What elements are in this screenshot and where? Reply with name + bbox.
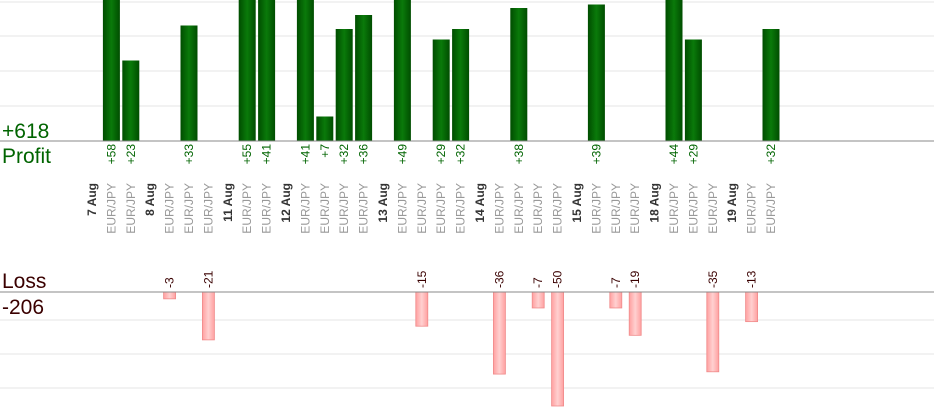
loss-bar: [745, 291, 758, 323]
profit-bar: [452, 29, 470, 141]
profit-value-label: +32: [337, 144, 351, 165]
pair-label: EUR/JPY: [124, 183, 138, 234]
loss-value-label: -36: [492, 270, 506, 288]
pair-label: EUR/JPY: [163, 183, 177, 234]
pair-label: EUR/JPY: [201, 183, 215, 234]
loss-bar: [551, 291, 564, 407]
profit-bar: [355, 15, 373, 141]
pair-label: EUR/JPY: [492, 183, 506, 234]
loss-value-label: -19: [628, 270, 642, 288]
profit-value-label: +58: [104, 144, 118, 165]
date-label: 14 Aug: [473, 183, 487, 223]
pair-label: EUR/JPY: [589, 183, 603, 234]
loss-value-label: -21: [201, 270, 215, 288]
profit-bar: [180, 25, 198, 141]
profit-value-label: +32: [764, 144, 778, 165]
profit-bar: [238, 0, 256, 141]
loss-value-label: -7: [609, 277, 623, 288]
date-label: 12 Aug: [279, 183, 293, 223]
profit-value-label: +36: [357, 144, 371, 165]
loss-value-label: -15: [415, 270, 429, 288]
loss-bar: [609, 291, 623, 309]
profit-value-label: +41: [260, 144, 274, 165]
profit-bar: [684, 39, 702, 141]
loss-bar: [492, 291, 506, 375]
date-label: 7 Aug: [85, 183, 99, 216]
profit-bar: [510, 8, 528, 141]
pair-label: EUR/JPY: [512, 183, 526, 234]
profit-value-label: +39: [589, 144, 603, 165]
pair-label: EUR/JPY: [260, 183, 274, 234]
profit-value-label: +44: [667, 144, 681, 165]
profit-value-label: +29: [434, 144, 448, 165]
date-label: 13 Aug: [376, 183, 390, 223]
profit-value-label: +33: [182, 144, 196, 165]
loss-bar: [628, 291, 642, 336]
profit-bar: [258, 0, 276, 141]
pair-label: EUR/JPY: [706, 183, 720, 234]
profit-total: +618: [2, 120, 50, 143]
profit-value-label: +41: [298, 144, 312, 165]
pair-label: EUR/JPY: [628, 183, 642, 234]
loss-bar: [201, 291, 215, 341]
pair-label: EUR/JPY: [240, 183, 254, 234]
profit-value-label: +23: [124, 144, 138, 165]
pair-label: EUR/JPY: [764, 183, 778, 234]
profit-bar: [393, 0, 411, 141]
pair-label: EUR/JPY: [745, 183, 759, 234]
pair-label: EUR/JPY: [686, 183, 700, 234]
profit-bar: [665, 0, 683, 141]
pair-label: EUR/JPY: [182, 183, 196, 234]
pair-label: EUR/JPY: [531, 183, 545, 234]
profit-bar: [122, 60, 140, 141]
pair-label: EUR/JPY: [415, 183, 429, 234]
profit-value-label: +55: [240, 144, 254, 165]
loss-bar: [531, 291, 545, 309]
profit-bar: [335, 29, 353, 141]
profit-bar: [762, 29, 780, 141]
loss-bar: [706, 291, 720, 373]
pair-label: EUR/JPY: [434, 183, 448, 234]
profit-value-label: +7: [318, 144, 332, 158]
loss-bar: [415, 291, 429, 327]
profit-bar: [296, 0, 314, 141]
loss-value-label: -3: [163, 277, 177, 288]
loss-label: Loss: [2, 270, 47, 293]
profit-value-label: +29: [686, 144, 700, 165]
loss-value-label: -35: [706, 270, 720, 288]
profit-value-label: +49: [395, 144, 409, 165]
profit-bar: [432, 39, 450, 141]
loss-total: -206: [2, 296, 45, 319]
pair-label: EUR/JPY: [298, 183, 312, 234]
pair-label: EUR/JPY: [318, 183, 332, 234]
profit-bar: [316, 116, 334, 141]
profit-value-label: +32: [454, 144, 468, 165]
pair-label: EUR/JPY: [357, 183, 371, 234]
profit-label: Profit: [2, 145, 52, 168]
date-label: 8 Aug: [143, 183, 157, 216]
profit-value-label: +38: [512, 144, 526, 165]
pair-label: EUR/JPY: [337, 183, 351, 234]
loss-value-label: -13: [745, 270, 759, 288]
pair-label: EUR/JPY: [454, 183, 468, 234]
loss-value-label: -50: [551, 270, 565, 288]
profit-bar: [587, 4, 605, 141]
loss-bar: [163, 291, 177, 300]
pair-label: EUR/JPY: [395, 183, 409, 234]
pair-label: EUR/JPY: [667, 183, 681, 234]
pair-label: EUR/JPY: [551, 183, 565, 234]
profit-bar: [102, 0, 120, 141]
date-label: 19 Aug: [725, 183, 739, 223]
pair-label: EUR/JPY: [609, 183, 623, 234]
date-label: 11 Aug: [221, 183, 235, 222]
date-label: 18 Aug: [648, 183, 662, 223]
date-label: 15 Aug: [570, 183, 584, 223]
pair-label: EUR/JPY: [104, 183, 118, 234]
loss-value-label: -7: [531, 277, 545, 288]
